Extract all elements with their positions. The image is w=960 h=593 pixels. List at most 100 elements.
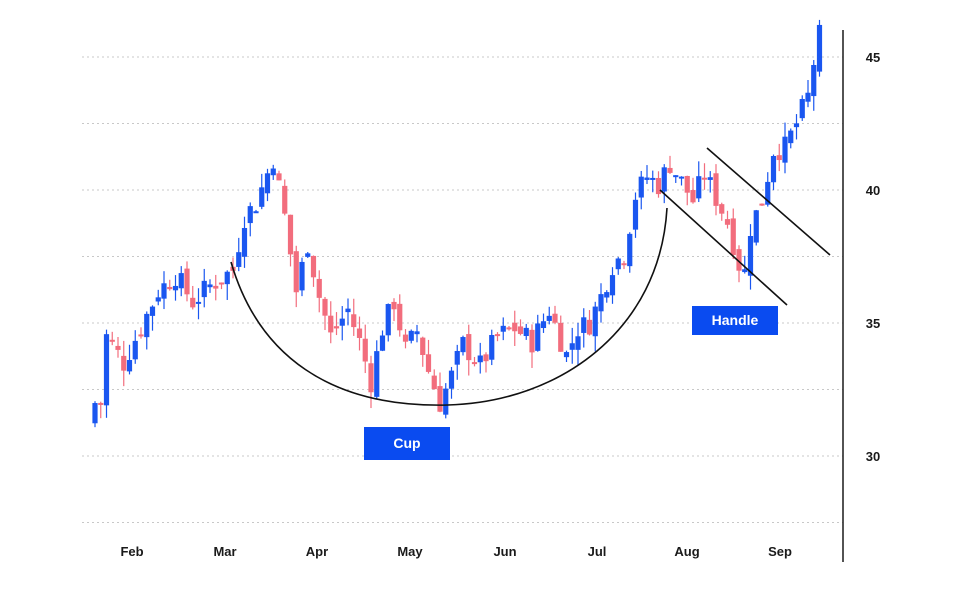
candle-body	[713, 173, 719, 206]
candle-body	[437, 386, 443, 412]
candle-body	[115, 345, 121, 350]
candle-body	[696, 176, 702, 199]
x-axis-ticks: Feb Mar Apr May Jun Jul Aug Sep	[120, 544, 792, 559]
candle-body	[282, 185, 288, 214]
candle-body	[132, 340, 138, 360]
handle-lower-trendline	[659, 189, 788, 306]
candle-body	[563, 352, 570, 358]
candle-body	[270, 168, 276, 176]
handle-label-box	[692, 306, 778, 335]
candle-body	[316, 278, 322, 298]
candle-body	[195, 301, 202, 304]
candle-body	[247, 206, 253, 224]
candle-body	[178, 273, 184, 289]
candle-body	[420, 337, 426, 355]
candle-body	[506, 327, 512, 330]
candle-body	[287, 214, 294, 255]
candle-body	[673, 175, 679, 178]
candle-body	[431, 375, 437, 390]
candle-body	[172, 285, 179, 291]
candle-body	[569, 343, 575, 350]
candle-body	[362, 338, 368, 362]
candle-body	[103, 334, 110, 406]
candle-body	[477, 355, 483, 363]
candle-body	[184, 268, 190, 295]
cup-label: Cup	[393, 435, 420, 451]
handle-annotation: Handle	[692, 306, 778, 335]
candle-body	[305, 253, 311, 257]
y-axis-ticks: 30 35 40 45	[866, 50, 880, 464]
candle-body	[535, 323, 541, 351]
candle-body	[719, 204, 725, 214]
candle-body	[109, 339, 115, 342]
candle-body	[471, 362, 478, 365]
candle-body	[448, 370, 455, 389]
candle-body	[707, 177, 713, 180]
candle-body	[489, 335, 495, 360]
candle-body	[592, 306, 598, 337]
pattern-overlay	[230, 147, 831, 406]
candle-body	[224, 271, 230, 285]
candle-body	[811, 64, 817, 97]
x-tick-label: Aug	[674, 544, 699, 559]
candle-body	[632, 199, 639, 230]
candle-body	[540, 321, 547, 329]
candle-body	[575, 336, 581, 350]
candle-body	[236, 252, 242, 267]
candle-body	[816, 24, 823, 72]
candle-body	[138, 334, 144, 337]
candle-body	[678, 176, 685, 179]
candle-body	[126, 360, 133, 372]
handle-upper-trendline	[706, 147, 831, 256]
candle-body	[523, 327, 529, 337]
candle-body	[586, 319, 593, 335]
candle-body	[650, 177, 656, 180]
candle-body	[724, 219, 731, 225]
candle-body	[345, 308, 351, 313]
candle-body	[558, 322, 564, 352]
candle-body	[322, 298, 328, 316]
candle-body	[552, 313, 558, 323]
candle-body	[747, 236, 754, 276]
candle-body	[299, 261, 305, 291]
candle-body	[276, 173, 282, 181]
candle-body	[144, 313, 150, 338]
candle-body	[770, 156, 777, 183]
handle-label: Handle	[712, 312, 759, 328]
candle-body	[161, 283, 167, 299]
candle-body	[494, 334, 501, 337]
candle-body	[293, 251, 299, 293]
candle-body	[529, 329, 535, 353]
candle-body	[742, 269, 748, 273]
candle-body	[460, 337, 466, 353]
candle-body	[736, 249, 742, 271]
candle-body	[609, 275, 616, 296]
candle-body	[581, 317, 587, 333]
candle-body	[379, 335, 386, 351]
candle-body	[690, 190, 696, 203]
cup-annotation: Cup	[364, 427, 450, 460]
x-tick-label: Mar	[213, 544, 236, 559]
candle-body	[425, 354, 432, 372]
candle-body	[604, 292, 610, 298]
candle-body	[259, 187, 265, 207]
candle-body	[793, 123, 800, 128]
candle-body	[92, 403, 98, 424]
candle-body	[149, 306, 156, 316]
candle-body	[638, 176, 644, 198]
x-tick-label: Apr	[306, 544, 328, 559]
x-tick-label: Feb	[120, 544, 143, 559]
candle-body	[805, 92, 811, 102]
candle-body	[98, 402, 104, 405]
x-tick-label: Sep	[768, 544, 792, 559]
candle-body	[765, 181, 771, 205]
candle-body	[328, 315, 334, 333]
candle-body	[339, 318, 345, 326]
candle-body	[667, 167, 673, 173]
candle-body	[201, 280, 207, 298]
candle-body	[517, 326, 524, 334]
candle-body	[443, 388, 449, 415]
candle-body	[310, 255, 317, 278]
candle-body	[374, 351, 380, 397]
